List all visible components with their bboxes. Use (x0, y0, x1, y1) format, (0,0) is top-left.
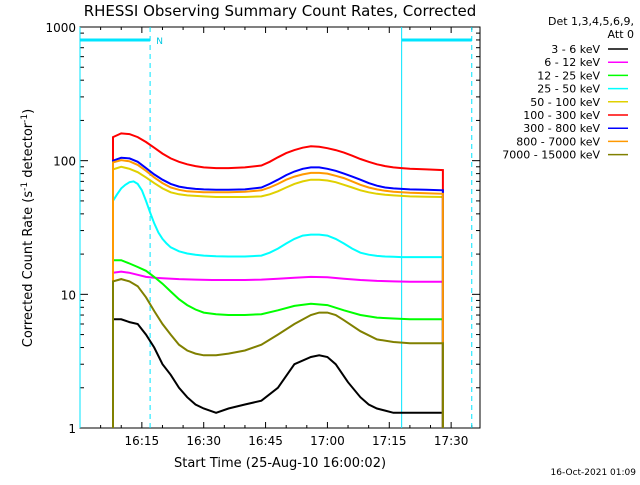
legend-entry-label: 300 - 800 keV (523, 122, 600, 135)
y-axis-label: Corrected Count Rate (s-1 detector-1) (20, 109, 36, 347)
legend-entry-label: 800 - 7000 keV (516, 135, 600, 148)
legend-entry-label: 50 - 100 keV (530, 96, 600, 109)
plot-frame (79, 26, 481, 429)
y-tick-label: 1000 (45, 21, 76, 35)
legend-header-line1: Det 1,3,4,5,6,9, (548, 15, 634, 28)
x-tick-label: 16:45 (248, 434, 283, 448)
series-line (112, 159, 444, 428)
x-tick-label: 16:15 (125, 434, 160, 448)
series-line (112, 259, 444, 428)
x-tick-label: 17:30 (434, 434, 469, 448)
legend-header-line2: Att 0 (608, 28, 634, 41)
legend-entry-label: 6 - 12 keV (544, 56, 600, 69)
x-tick-label: 17:00 (310, 434, 345, 448)
plot-layer: 16:15 16:30 16:45 17:00 17:15 17:30 1 10 100 1000… (45, 21, 481, 448)
series-line (112, 278, 444, 428)
y-tick-label: 1 (68, 422, 76, 436)
legend-entry-label: 3 - 6 keV (551, 43, 600, 56)
chart-title: RHESSI Observing Summary Count Rates, Co… (84, 2, 477, 20)
series-line (112, 132, 444, 428)
y-axis-label-part2: detector (21, 122, 36, 182)
y-axis-label-part3: ) (21, 109, 36, 114)
x-tick-label: 16:30 (186, 434, 221, 448)
legend-entry-label: 12 - 25 keV (537, 69, 600, 82)
footer-timestamp: 16-Oct-2021 01:09 (551, 468, 637, 478)
legend-entry-label: 25 - 50 keV (537, 83, 600, 96)
y-tick-label: 10 (61, 288, 76, 302)
series-line (112, 270, 444, 428)
y-axis-label-sup2: -1 (20, 114, 30, 123)
series-line (112, 180, 444, 428)
series-line (112, 165, 444, 428)
series-line (112, 318, 444, 428)
legend-entry-label: 7000 - 15000 keV (502, 149, 600, 162)
legend-entry-label: 100 - 300 keV (523, 109, 600, 122)
x-axis-label: Start Time (25-Aug-10 16:00:02) (174, 456, 386, 471)
marker-label-n: N (156, 37, 163, 47)
x-tick-label: 17:15 (372, 434, 407, 448)
y-axis-label-sup1: -1 (20, 182, 30, 191)
y-tick-label: 100 (53, 155, 76, 169)
series-line (112, 156, 444, 428)
y-axis-label-part1: Corrected Count Rate (s (21, 191, 36, 348)
